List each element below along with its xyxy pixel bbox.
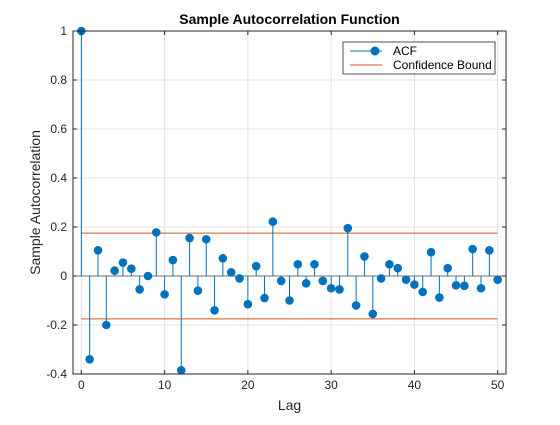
acf-point (93, 245, 103, 255)
acf-point (401, 275, 411, 284)
x-tick-label: 50 (491, 378, 505, 392)
acf-markers (77, 26, 502, 375)
x-axis-label: Lag (278, 397, 301, 413)
acf-point (476, 283, 486, 293)
acf-point (451, 281, 461, 290)
acf-point (410, 280, 419, 289)
acf-point (276, 276, 286, 286)
confidence-bounds (81, 232, 498, 320)
y-axis-label: Sample Autocorrelation (27, 130, 43, 275)
acf-point (201, 234, 211, 244)
y-tick-label: 0.6 (50, 122, 67, 136)
acf-point (460, 281, 469, 291)
acf-point (443, 263, 453, 273)
acf-point (301, 279, 311, 288)
acf-point (226, 268, 236, 277)
acf-point (418, 287, 428, 297)
legend-label-acf: ACF (393, 44, 417, 58)
acf-point (151, 228, 161, 237)
acf-point (185, 233, 194, 243)
x-tick-label: 10 (158, 378, 172, 392)
acf-point (85, 355, 94, 364)
acf-point (368, 309, 378, 319)
y-tick-label: -0.2 (46, 318, 67, 332)
chart-title: Sample Autocorrelation Function (179, 11, 399, 27)
acf-point (176, 366, 186, 375)
acf-point (335, 285, 344, 294)
x-tick-label: 0 (78, 378, 85, 392)
acf-point (468, 244, 477, 254)
acf-point (251, 261, 261, 271)
acf-point (218, 254, 228, 263)
plot-frame (72, 30, 507, 375)
acf-point (193, 286, 203, 296)
acf-point (285, 296, 294, 305)
y-tick-label: 0.2 (50, 220, 67, 234)
acf-point (268, 217, 278, 226)
acf-point (102, 320, 111, 330)
acf-point (293, 259, 303, 269)
acf-point (493, 275, 502, 284)
x-tick-label: 40 (408, 378, 422, 392)
acf-point (310, 259, 319, 269)
acf-point (260, 293, 269, 303)
acf-point (168, 255, 178, 265)
acf-point (435, 293, 444, 302)
y-tick-label: 1 (60, 24, 67, 38)
acf-point (126, 264, 136, 273)
acf-point (351, 301, 361, 310)
acf-point (385, 259, 394, 269)
acf-point (360, 252, 369, 261)
acf-point (326, 283, 336, 293)
acf-point (376, 274, 386, 283)
x-tick-label: 30 (324, 378, 338, 392)
y-tick-label: 0 (60, 269, 67, 283)
acf-point (243, 299, 253, 309)
acf-point (110, 266, 119, 275)
acf-point (485, 245, 494, 255)
acf-point (210, 306, 219, 315)
acf-point (160, 290, 169, 299)
legend-label-confidence-bound: Confidence Bound (393, 58, 492, 72)
acf-point (235, 274, 244, 283)
axis-ticks (73, 30, 506, 375)
legend-box (342, 41, 496, 75)
y-tick-label: 0.8 (50, 73, 67, 87)
axis-tick-labels: 0 10 20 30 40 50 -0.4 -0.2 0 0.2 0.4 0.6 0.8 1 (46, 24, 504, 392)
acf-point (318, 276, 328, 286)
plot-area (73, 31, 506, 374)
y-tick-label: -0.4 (46, 367, 67, 381)
y-tick-label: 0.4 (50, 171, 67, 185)
acf-point (393, 263, 403, 273)
acf-point (118, 258, 128, 267)
acf-point (135, 285, 144, 294)
legend-acf-marker (370, 46, 380, 56)
legend: ACF Confidence Bound (342, 41, 496, 75)
acf-point (426, 247, 436, 257)
acf-point (343, 223, 353, 233)
x-tick-label: 20 (241, 378, 255, 392)
acf-point (143, 271, 153, 281)
